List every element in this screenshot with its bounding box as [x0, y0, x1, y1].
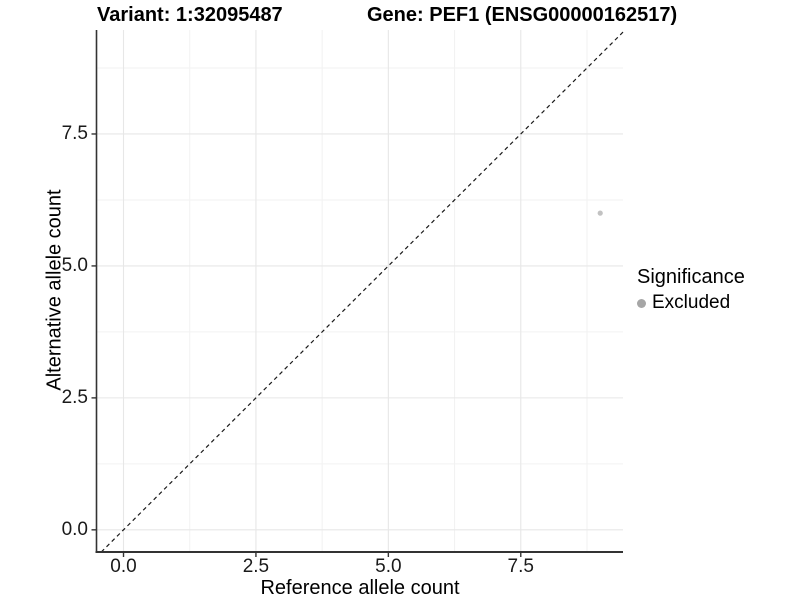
legend-item-excluded: Excluded [637, 292, 745, 314]
legend-title: Significance [637, 266, 745, 288]
y-axis-title: Alternative allele count [43, 189, 66, 391]
variant-title: Variant: 1:32095487 [97, 4, 283, 26]
x-tick-label: 0.0 [110, 556, 137, 577]
excluded-point-icon [637, 298, 646, 308]
legend: Significance Excluded [637, 266, 745, 314]
data-point [597, 210, 603, 216]
identity-dashed-line [100, 31, 624, 553]
x-axis-title: Reference allele count [260, 577, 460, 599]
x-tick-label: 5.0 [375, 556, 402, 577]
x-tick-label: 2.5 [242, 556, 270, 577]
y-tick-label: 5.0 [61, 254, 88, 276]
y-tick-label: 2.5 [61, 386, 88, 408]
gene-title: Gene: PEF1 (ENSG00000162517) [367, 4, 678, 26]
x-tick-label: 7.5 [507, 556, 534, 577]
y-tick-label: 0.0 [61, 518, 88, 540]
y-tick-label: 7.5 [61, 122, 88, 144]
legend-item-label: Excluded [652, 292, 731, 313]
